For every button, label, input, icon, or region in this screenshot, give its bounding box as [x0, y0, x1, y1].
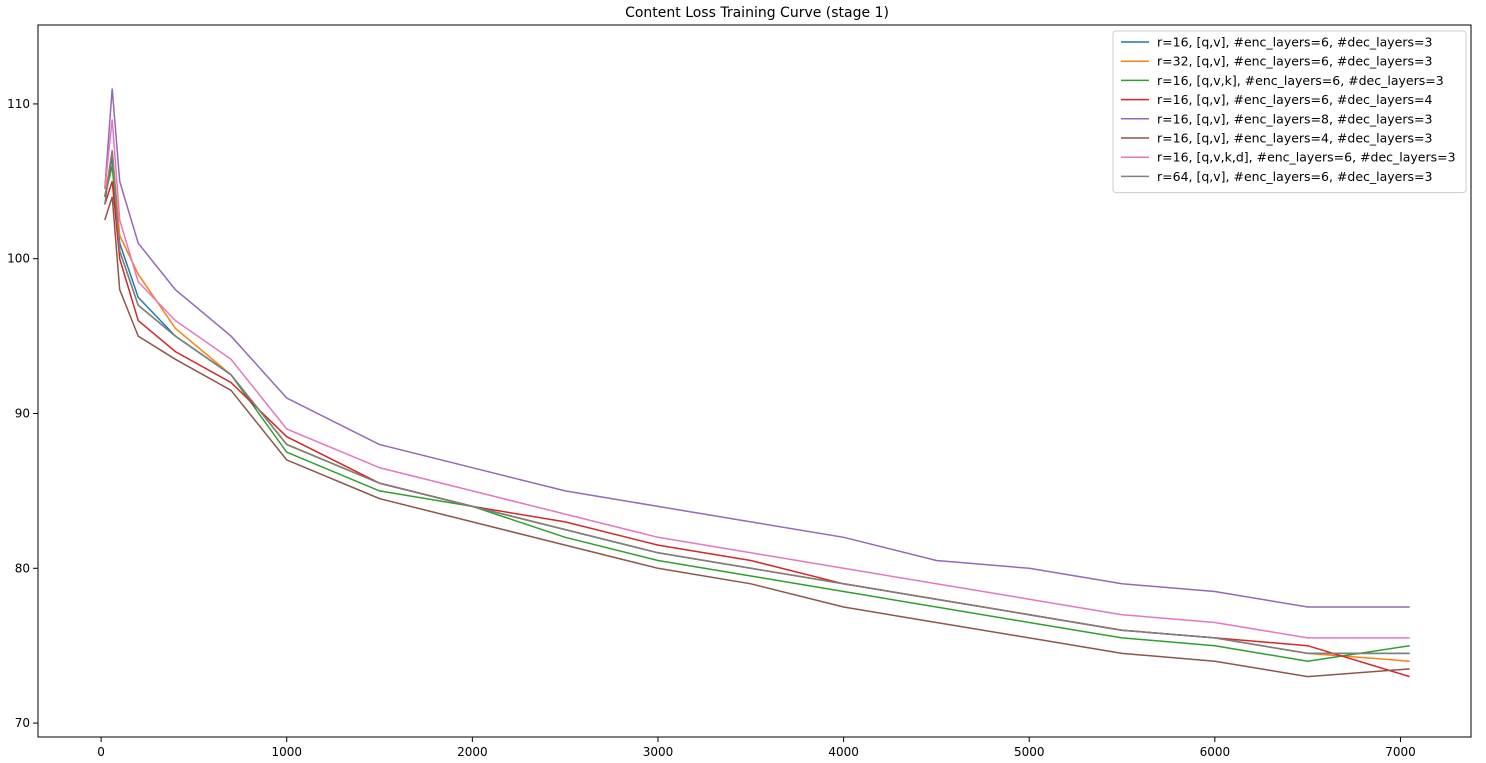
x-tick-label: 1000	[271, 745, 302, 759]
series-line-8	[104, 150, 1410, 655]
legend-label-4: r=16, [q,v], #enc_layers=6, #dec_layers=…	[1157, 92, 1432, 107]
series-line-6	[104, 196, 1410, 678]
legend-box	[1112, 30, 1467, 194]
legend-label-6: r=16, [q,v], #enc_layers=4, #dec_layers=…	[1157, 131, 1432, 146]
x-tick-label: 2000	[457, 745, 488, 759]
x-tick-label: 7000	[1385, 745, 1416, 759]
legend-label-1: r=16, [q,v], #enc_layers=6, #dec_layers=…	[1157, 35, 1432, 50]
x-tick-label: 4000	[828, 745, 859, 759]
x-tick-label: 5000	[1014, 745, 1045, 759]
x-axis: 0 1000 2000 3000 4000 5000 6000 7000	[97, 737, 1416, 759]
series-line-7	[104, 119, 1410, 639]
legend: r=16, [q,v], #enc_layers=6, #dec_layers=…	[1112, 30, 1467, 194]
legend-label-8: r=64, [q,v], #enc_layers=6, #dec_layers=…	[1157, 169, 1432, 184]
legend-label-2: r=32, [q,v], #enc_layers=6, #dec_layers=…	[1157, 54, 1432, 69]
y-tick-label: 80	[15, 561, 30, 575]
y-tick-label: 70	[15, 716, 30, 730]
legend-label-5: r=16, [q,v], #enc_layers=8, #dec_layers=…	[1157, 111, 1432, 126]
legend-label-3: r=16, [q,v,k], #enc_layers=6, #dec_layer…	[1157, 73, 1444, 88]
series-layer	[104, 88, 1410, 678]
y-tick-label: 110	[7, 97, 30, 111]
x-tick-label: 6000	[1200, 745, 1231, 759]
y-axis: 70 80 90 100 110	[7, 97, 38, 730]
y-tick-label: 90	[15, 407, 30, 421]
x-tick-label: 0	[97, 745, 105, 759]
y-tick-label: 100	[7, 252, 30, 266]
legend-label-7: r=16, [q,v,k,d], #enc_layers=6, #dec_lay…	[1157, 150, 1456, 165]
chart-title: Content Loss Training Curve (stage 1)	[625, 5, 889, 21]
x-tick-label: 3000	[643, 745, 674, 759]
series-line-5	[104, 88, 1410, 608]
